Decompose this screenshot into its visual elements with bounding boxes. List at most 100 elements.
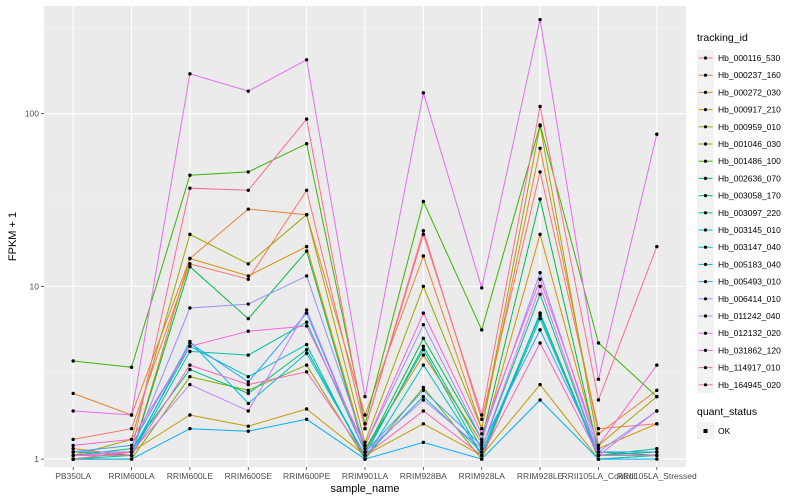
legend-key-point xyxy=(703,228,708,232)
data-point xyxy=(246,382,250,387)
data-point xyxy=(71,457,75,461)
legend-key-point xyxy=(703,142,708,146)
data-point xyxy=(596,341,601,345)
data-point xyxy=(421,440,426,445)
data-point xyxy=(246,170,250,174)
legend-label: Hb_001486_100 xyxy=(718,156,781,166)
data-point xyxy=(596,450,601,454)
data-point xyxy=(188,72,192,76)
data-point xyxy=(655,457,659,461)
data-point xyxy=(246,188,250,192)
data-point xyxy=(71,391,75,396)
legend-key-point xyxy=(703,125,708,129)
data-point xyxy=(304,363,309,367)
legend-key-point xyxy=(703,73,708,77)
data-point xyxy=(596,446,601,451)
data-point xyxy=(246,316,250,321)
data-point xyxy=(421,311,426,315)
data-point xyxy=(246,262,250,266)
data-point xyxy=(246,391,250,396)
data-point xyxy=(421,336,426,341)
legend-label: Hb_000272_030 xyxy=(718,87,781,97)
y-tick-label: 10 xyxy=(30,281,40,291)
data-point xyxy=(188,426,192,431)
data-point xyxy=(655,409,659,413)
data-point xyxy=(129,413,134,417)
x-tick-label: RRIM600LE xyxy=(167,471,214,481)
data-point xyxy=(421,254,426,258)
data-point xyxy=(304,249,309,253)
data-point xyxy=(538,17,542,22)
data-point xyxy=(480,286,484,290)
x-tick-label: RRIM600LA xyxy=(108,471,155,481)
data-point xyxy=(538,316,542,321)
data-point xyxy=(421,199,426,204)
legend-label: Hb_002636_070 xyxy=(718,173,781,183)
legend-key-point xyxy=(703,245,708,249)
data-point xyxy=(421,398,426,402)
data-point xyxy=(246,274,250,278)
data-point xyxy=(363,457,367,461)
legend-key-point xyxy=(703,331,708,335)
data-point xyxy=(538,123,542,127)
data-point xyxy=(363,443,367,448)
data-point xyxy=(71,443,75,448)
data-point xyxy=(71,453,75,458)
data-point xyxy=(246,424,250,428)
data-point xyxy=(596,377,601,381)
data-point xyxy=(246,329,250,333)
x-tick-label: PB350LA xyxy=(55,471,91,481)
data-point xyxy=(188,344,192,348)
shape-legend-point xyxy=(703,429,708,433)
data-point xyxy=(655,394,659,399)
y-tick-label: 100 xyxy=(25,109,39,119)
data-point xyxy=(304,311,309,315)
data-point xyxy=(596,398,601,402)
data-point xyxy=(538,170,542,174)
data-point xyxy=(538,328,542,332)
legend-items: Hb_000116_530 Hb_000237_160 Hb_000272_030 H… xyxy=(697,49,781,394)
data-point xyxy=(188,349,192,354)
data-point xyxy=(538,197,542,201)
data-point xyxy=(129,450,134,454)
data-point xyxy=(71,437,75,442)
data-point xyxy=(421,409,426,413)
data-point xyxy=(363,453,367,458)
legend-key-point xyxy=(703,159,708,163)
x-axis: PB350LA RRIM600LA RRIM600LE RRIM600SE RRIM60… xyxy=(55,467,697,481)
data-point xyxy=(188,262,192,266)
legend-label: Hb_114917_010 xyxy=(718,363,781,373)
data-point xyxy=(188,413,192,417)
data-point xyxy=(538,104,542,109)
data-point xyxy=(538,277,542,281)
data-point xyxy=(596,443,601,448)
legend-key-point xyxy=(703,348,708,352)
data-point xyxy=(480,426,484,431)
legend-label: Hb_005183_040 xyxy=(718,259,781,269)
shape-legend-label: OK xyxy=(718,426,731,436)
data-point xyxy=(304,308,309,312)
data-point xyxy=(655,388,659,393)
data-point xyxy=(304,212,309,217)
data-point xyxy=(480,437,484,442)
data-point xyxy=(480,443,484,448)
data-point xyxy=(129,453,134,458)
data-point xyxy=(304,342,309,347)
legend-label: Hb_003097_220 xyxy=(718,208,781,218)
data-point xyxy=(129,446,134,451)
data-point xyxy=(655,132,659,136)
data-point xyxy=(480,432,484,436)
legend-label: Hb_000237_160 xyxy=(718,70,781,80)
data-point xyxy=(421,422,426,426)
data-point xyxy=(304,347,309,352)
data-point xyxy=(246,207,250,211)
data-point xyxy=(71,446,75,451)
shape-legend-title: quant_status xyxy=(697,406,757,418)
x-tick-label: RRII105LA_Stressed xyxy=(617,471,697,481)
data-point xyxy=(304,370,309,374)
data-point xyxy=(304,244,309,249)
data-point xyxy=(421,344,426,348)
data-point xyxy=(188,264,192,269)
data-point xyxy=(421,322,426,327)
legend-key-point xyxy=(703,262,708,266)
